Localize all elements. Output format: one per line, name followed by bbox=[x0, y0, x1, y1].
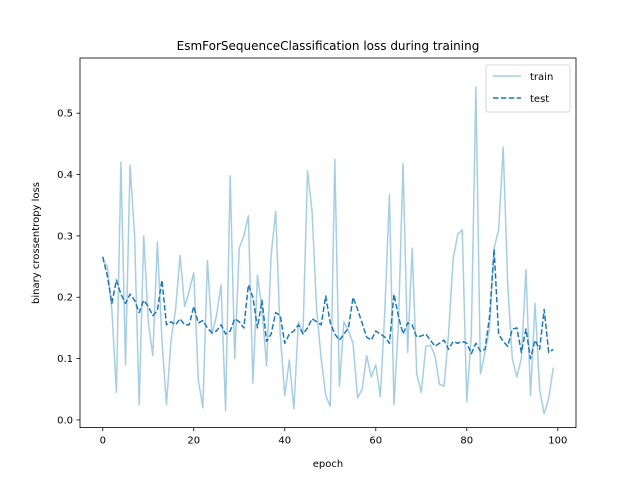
x-tick-label: 20 bbox=[187, 436, 200, 447]
x-tick-label: 0 bbox=[100, 436, 106, 447]
y-axis: 0.0 0.1 0.2 0.3 0.4 0.5 bbox=[57, 109, 80, 426]
series-line-test bbox=[102, 248, 554, 360]
y-tick-label: 0.0 bbox=[57, 415, 73, 426]
series-line-train bbox=[102, 86, 554, 415]
legend-label-train: train bbox=[530, 72, 553, 83]
x-tick-label: 40 bbox=[278, 436, 291, 447]
y-axis-label: binary crossentropy loss bbox=[31, 182, 42, 304]
y-tick-label: 0.1 bbox=[57, 354, 73, 365]
plot-frame bbox=[79, 57, 577, 429]
series-layer bbox=[102, 86, 554, 415]
y-tick-label: 0.4 bbox=[57, 170, 73, 181]
x-tick-label: 100 bbox=[548, 436, 567, 447]
y-tick-label: 0.5 bbox=[57, 109, 73, 120]
x-tick-label: 60 bbox=[369, 436, 382, 447]
legend-label-test: test bbox=[530, 94, 549, 105]
chart-title: EsmForSequenceClassification loss during… bbox=[177, 39, 480, 53]
legend-box bbox=[485, 64, 571, 113]
x-tick-label: 80 bbox=[460, 436, 473, 447]
x-axis: 0 20 40 60 80 100 bbox=[100, 427, 567, 447]
x-axis-label: epoch bbox=[313, 459, 343, 470]
legend: train test bbox=[485, 64, 571, 113]
y-tick-label: 0.2 bbox=[57, 293, 73, 304]
y-tick-label: 0.3 bbox=[57, 231, 73, 242]
